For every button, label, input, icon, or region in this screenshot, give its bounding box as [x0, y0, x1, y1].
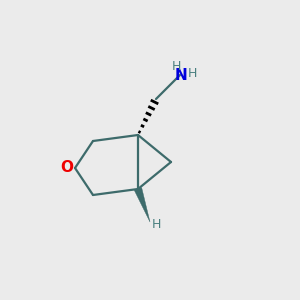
Text: H: H — [152, 218, 161, 231]
Text: H: H — [187, 67, 197, 80]
Polygon shape — [134, 188, 150, 222]
Text: N: N — [174, 68, 187, 82]
Text: O: O — [60, 160, 73, 175]
Text: H: H — [172, 59, 181, 73]
